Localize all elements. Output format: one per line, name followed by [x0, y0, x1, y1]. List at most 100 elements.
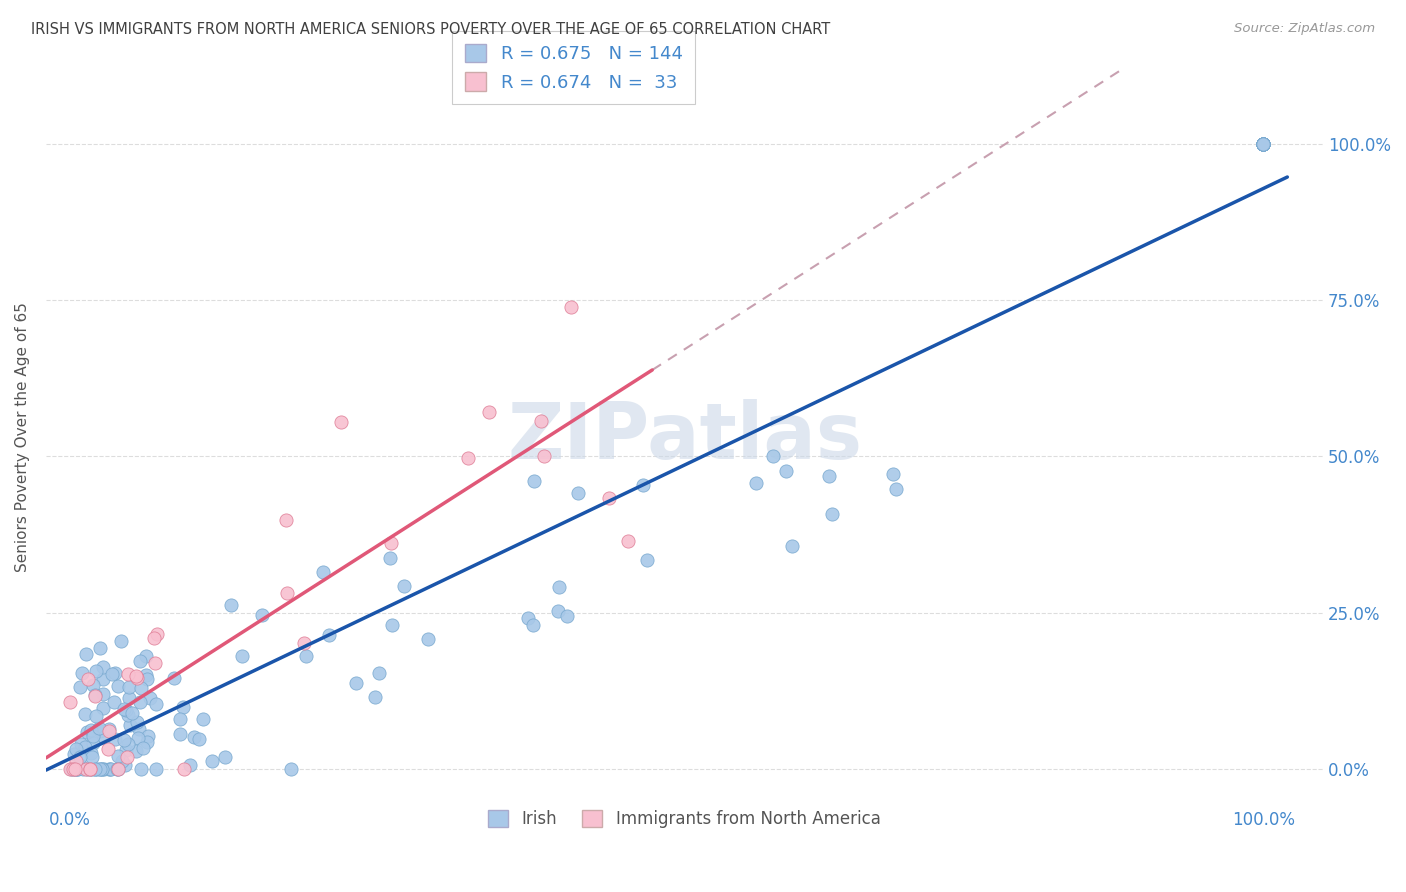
Point: [1253, 136, 1275, 151]
Point: [70, 666, 93, 681]
Point: [146, 627, 169, 641]
Point: [98, 762, 121, 776]
Point: [523, 475, 546, 489]
Point: [83, 688, 105, 702]
Point: [136, 730, 159, 744]
Point: [62, 762, 84, 776]
Point: [84, 709, 107, 723]
Point: [125, 744, 148, 758]
Text: IRISH VS IMMIGRANTS FROM NORTH AMERICA SENIORS POVERTY OVER THE AGE OF 65 CORREL: IRISH VS IMMIGRANTS FROM NORTH AMERICA S…: [31, 22, 830, 37]
Point: [112, 733, 135, 747]
Point: [84, 762, 107, 776]
Point: [98, 722, 121, 736]
Point: [117, 707, 139, 722]
Point: [598, 491, 620, 505]
Point: [69, 757, 91, 772]
Point: [318, 628, 340, 642]
Point: [364, 690, 387, 705]
Point: [274, 513, 297, 527]
Point: [69, 750, 91, 764]
Point: [188, 732, 211, 747]
Point: [252, 607, 274, 622]
Point: [121, 706, 143, 721]
Y-axis label: Seniors Poverty Over the Age of 65: Seniors Poverty Over the Age of 65: [15, 302, 30, 573]
Point: [1253, 136, 1275, 151]
Point: [82, 762, 104, 776]
Point: [163, 671, 186, 685]
Point: [139, 690, 162, 705]
Point: [65, 762, 87, 776]
Point: [91, 762, 114, 776]
Point: [557, 608, 579, 623]
Point: [129, 695, 152, 709]
Point: [129, 681, 152, 695]
Point: [75, 740, 97, 755]
Point: [394, 579, 416, 593]
Point: [80, 723, 103, 738]
Point: [115, 743, 138, 757]
Point: [294, 648, 316, 663]
Point: [97, 724, 120, 739]
Point: [1253, 136, 1275, 151]
Point: [82, 678, 104, 692]
Point: [63, 762, 86, 776]
Point: [169, 712, 191, 726]
Point: [84, 762, 107, 776]
Point: [530, 414, 553, 428]
Text: Source: ZipAtlas.com: Source: ZipAtlas.com: [1234, 22, 1375, 36]
Text: ZIPatlas: ZIPatlas: [508, 400, 862, 475]
Point: [104, 731, 127, 746]
Point: [135, 735, 157, 749]
Point: [1253, 136, 1275, 151]
Point: [125, 671, 148, 685]
Point: [75, 707, 97, 722]
Point: [79, 762, 101, 776]
Point: [59, 762, 82, 776]
Point: [129, 654, 152, 668]
Point: [82, 736, 104, 750]
Point: [533, 449, 555, 463]
Point: [312, 565, 335, 579]
Point: [86, 762, 108, 776]
Point: [135, 648, 157, 663]
Point: [128, 722, 150, 736]
Point: [79, 762, 101, 776]
Point: [231, 648, 253, 663]
Point: [66, 762, 89, 776]
Point: [129, 762, 152, 776]
Point: [105, 762, 128, 776]
Point: [89, 762, 111, 776]
Point: [65, 742, 87, 756]
Point: [560, 300, 582, 314]
Point: [75, 762, 97, 776]
Point: [115, 749, 138, 764]
Point: [75, 648, 97, 662]
Point: [115, 703, 138, 717]
Point: [547, 580, 569, 594]
Point: [1253, 136, 1275, 151]
Point: [762, 449, 785, 463]
Point: [821, 507, 844, 521]
Point: [143, 657, 166, 671]
Point: [125, 669, 148, 683]
Point: [101, 667, 124, 681]
Point: [79, 762, 101, 776]
Point: [547, 604, 569, 618]
Point: [1253, 136, 1275, 151]
Point: [135, 668, 157, 682]
Point: [631, 477, 654, 491]
Point: [478, 405, 501, 419]
Point: [380, 535, 402, 549]
Point: [782, 539, 804, 553]
Point: [93, 730, 115, 744]
Point: [107, 679, 129, 693]
Point: [201, 754, 224, 768]
Point: [173, 762, 195, 776]
Point: [100, 762, 122, 776]
Point: [79, 746, 101, 760]
Point: [135, 672, 157, 686]
Point: [59, 695, 82, 709]
Point: [65, 754, 87, 768]
Point: [76, 762, 98, 776]
Point: [93, 762, 115, 776]
